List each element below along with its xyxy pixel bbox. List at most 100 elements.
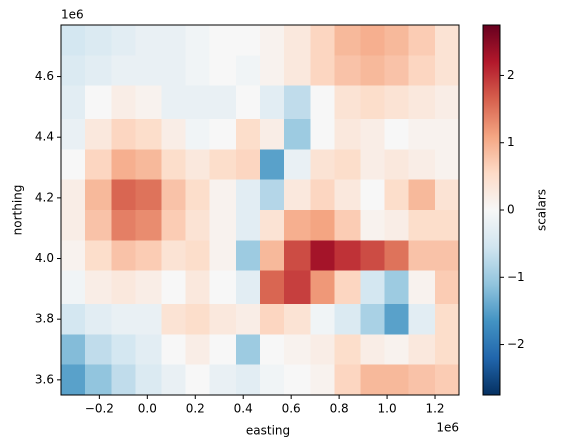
cell [408, 179, 436, 211]
cell [283, 240, 311, 272]
cell [283, 334, 311, 366]
cell [435, 210, 460, 241]
cell [310, 25, 335, 56]
cell [260, 364, 285, 396]
cell [209, 334, 237, 366]
cell [384, 25, 410, 56]
cell [283, 364, 311, 396]
cell [185, 25, 211, 56]
cell [161, 364, 187, 396]
cell [435, 270, 460, 305]
cell [111, 25, 136, 56]
cell [84, 304, 112, 335]
cell [161, 240, 187, 272]
cell [135, 55, 163, 87]
cell [283, 304, 311, 335]
cell [111, 119, 136, 150]
cell [209, 85, 237, 120]
cell [310, 334, 335, 366]
y-tick-label: 4.2 [35, 190, 54, 204]
cell [384, 364, 410, 396]
cell [61, 119, 86, 150]
colorbar-tick-label: 2 [507, 68, 515, 82]
y-tick-label: 3.6 [35, 372, 54, 386]
cell [408, 364, 436, 396]
cell [408, 334, 436, 366]
cell [209, 119, 237, 150]
cell [236, 25, 261, 56]
cell [384, 55, 410, 87]
cell [61, 364, 86, 396]
cell [111, 179, 136, 211]
cell [408, 25, 436, 56]
cell [360, 240, 386, 272]
cell [408, 210, 436, 241]
colorbar-label: scalars [535, 189, 549, 231]
cell [236, 270, 261, 305]
cell [185, 334, 211, 366]
cell [161, 149, 187, 181]
cell [283, 55, 311, 87]
cell [260, 334, 285, 366]
cell [185, 270, 211, 305]
cell [435, 179, 460, 211]
cell [260, 210, 285, 241]
cell [185, 304, 211, 335]
cell [84, 364, 112, 396]
cell [84, 179, 112, 211]
cell [61, 85, 86, 120]
cell [435, 149, 460, 181]
cell [61, 304, 86, 335]
cell [84, 25, 112, 56]
cell [236, 334, 261, 366]
cell [360, 179, 386, 211]
cell [283, 25, 311, 56]
cell [384, 149, 410, 181]
cell [236, 364, 261, 396]
cell [135, 119, 163, 150]
cell [185, 179, 211, 211]
cell [236, 210, 261, 241]
cell [360, 119, 386, 150]
cell [408, 85, 436, 120]
cell [360, 210, 386, 241]
x-axis-label: easting [246, 424, 290, 438]
cell [334, 85, 362, 120]
cell [283, 85, 311, 120]
y-tick-label: 4.0 [35, 251, 54, 265]
cell [61, 179, 86, 211]
cell [310, 85, 335, 120]
x-tick-label: 0.0 [138, 402, 157, 416]
cell [283, 210, 311, 241]
cell [260, 55, 285, 87]
cell [236, 55, 261, 87]
cell [334, 210, 362, 241]
x-tick-label: 1.0 [378, 402, 397, 416]
cell [209, 149, 237, 181]
cell [384, 210, 410, 241]
cell [185, 149, 211, 181]
cell [84, 85, 112, 120]
cell [209, 25, 237, 56]
cell [334, 240, 362, 272]
cell [111, 240, 136, 272]
cell [185, 364, 211, 396]
x-offset-text: 1e6 [436, 421, 459, 435]
cell [84, 210, 112, 241]
cell [384, 304, 410, 335]
cell [260, 179, 285, 211]
cell [161, 85, 187, 120]
y-tick-label: 3.8 [35, 312, 54, 326]
cell [310, 210, 335, 241]
colorbar [482, 24, 501, 396]
cell [384, 85, 410, 120]
x-tick-label: 1.2 [425, 402, 444, 416]
cell [408, 55, 436, 87]
cell [260, 304, 285, 335]
cell [384, 240, 410, 272]
cell [135, 364, 163, 396]
cell [209, 270, 237, 305]
cell [236, 304, 261, 335]
cell [310, 304, 335, 335]
